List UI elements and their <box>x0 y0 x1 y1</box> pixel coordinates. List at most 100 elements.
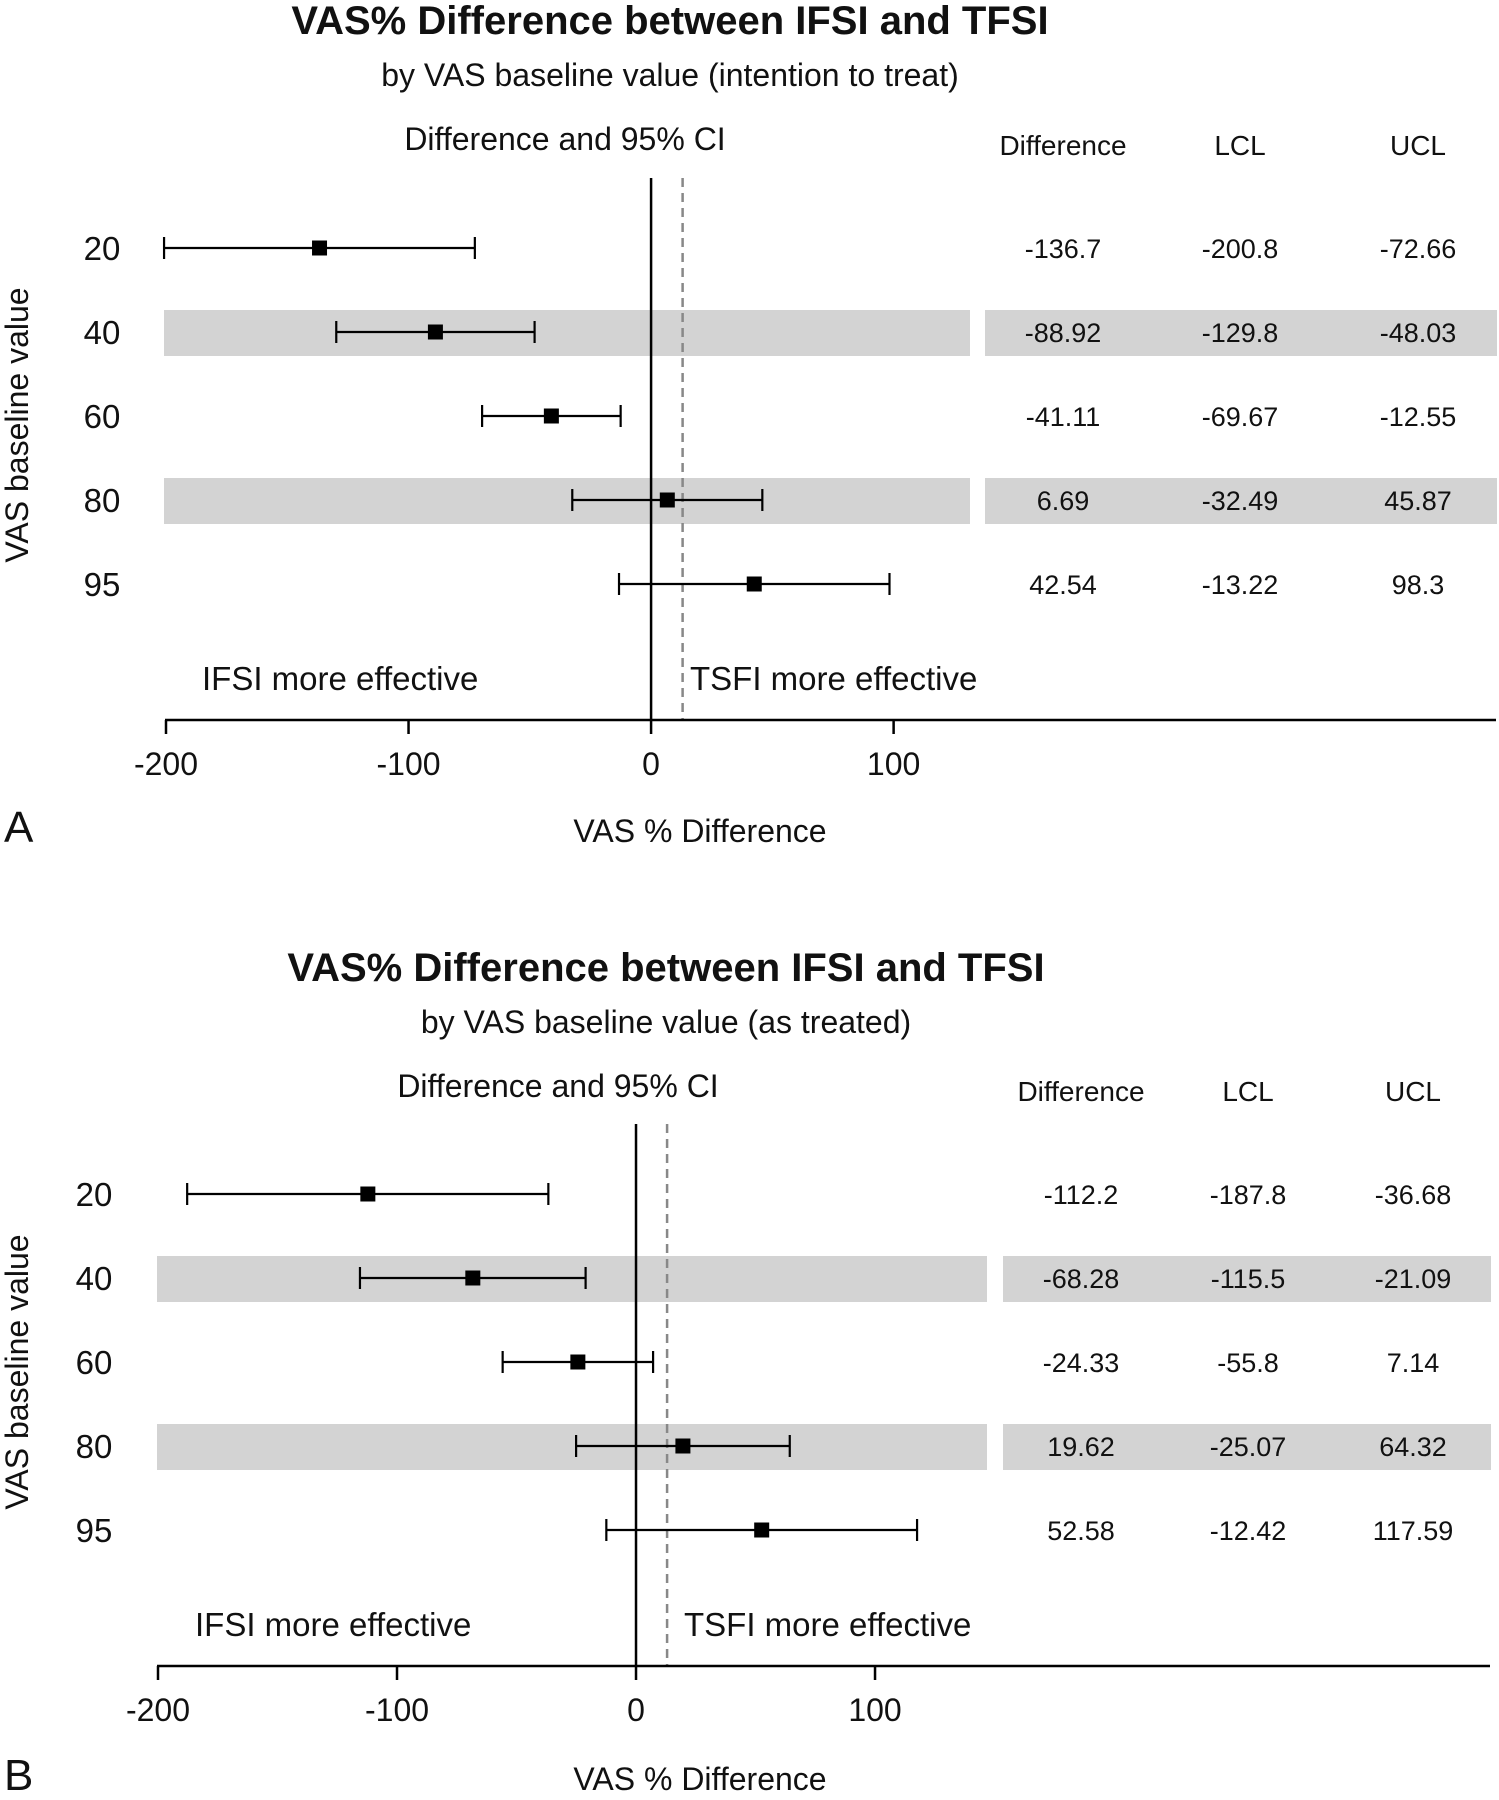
category-label-95: 95 <box>76 1512 113 1549</box>
row-band-plot-40 <box>164 310 970 356</box>
table-cell-ucl-95: 98.3 <box>1392 570 1445 600</box>
table-cell-lcl-20: -187.8 <box>1210 1180 1287 1210</box>
table-cell-ucl-60: -12.55 <box>1380 402 1457 432</box>
row-bands <box>164 310 1497 524</box>
plot-header: Difference and 95% CI <box>397 1068 718 1104</box>
column-header-ucl: UCL <box>1390 130 1446 161</box>
table-cell-ucl-40: -48.03 <box>1380 318 1457 348</box>
chart-title: VAS% Difference between IFSI and TFSI <box>291 0 1048 43</box>
x-axis: -200 -100 0 100 <box>126 1664 1490 1728</box>
x-tick-label-100: 100 <box>848 1692 901 1728</box>
data-marks <box>162 237 891 595</box>
table-cell-difference-20: -112.2 <box>1044 1180 1119 1210</box>
table-cell-difference-80: 6.69 <box>1037 486 1090 516</box>
right-annotation: TSFI more effective <box>684 1606 971 1643</box>
point-estimate-95 <box>746 576 762 592</box>
row-band-table-80 <box>1003 1424 1491 1470</box>
table-cell-difference-60: -24.33 <box>1043 1348 1120 1378</box>
table-cell-lcl-60: -69.67 <box>1202 402 1279 432</box>
category-label-60: 60 <box>84 398 121 435</box>
x-tick-label-0: 0 <box>642 746 660 782</box>
chart-subtitle: by VAS baseline value (intention to trea… <box>381 57 959 93</box>
panel-b: VAS% Difference between IFSI and TFSI by… <box>0 946 1491 1800</box>
point-estimate-40 <box>465 1270 481 1286</box>
panel-label-a: A <box>4 803 34 852</box>
category-label-40: 40 <box>76 1260 113 1297</box>
chart-subtitle: by VAS baseline value (as treated) <box>421 1004 911 1040</box>
table-cell-ucl-40: -21.09 <box>1375 1264 1452 1294</box>
table-cell-ucl-80: 45.87 <box>1384 486 1452 516</box>
data-marks <box>186 1183 919 1541</box>
x-tick-label--100: -100 <box>365 1692 429 1728</box>
column-header-difference: Difference <box>1017 1076 1144 1107</box>
point-estimate-20 <box>312 240 328 256</box>
point-estimate-80 <box>675 1438 691 1454</box>
table-cell-ucl-20: -36.68 <box>1375 1180 1452 1210</box>
reference-lines <box>649 178 684 720</box>
chart-title: VAS% Difference between IFSI and TFSI <box>287 946 1044 990</box>
point-estimate-60 <box>543 408 559 424</box>
x-tick-label--200: -200 <box>126 1692 190 1728</box>
table-cell-ucl-60: 7.14 <box>1387 1348 1440 1378</box>
y-axis-label: VAS baseline value <box>0 1234 35 1509</box>
row-band-table-80 <box>985 478 1497 524</box>
table-cell-difference-20: -136.7 <box>1025 234 1102 264</box>
column-header-ucl: UCL <box>1385 1076 1441 1107</box>
point-estimate-20 <box>360 1186 376 1202</box>
table-cell-difference-80: 19.62 <box>1047 1432 1115 1462</box>
table-cell-difference-95: 52.58 <box>1047 1516 1115 1546</box>
x-tick-label--100: -100 <box>377 746 441 782</box>
category-label-80: 80 <box>84 482 121 519</box>
panel-a: VAS% Difference between IFSI and TFSI by… <box>0 0 1497 852</box>
table-cell-lcl-40: -115.5 <box>1211 1264 1286 1294</box>
category-label-20: 20 <box>84 230 121 267</box>
table-cell-ucl-95: 117.59 <box>1373 1516 1454 1546</box>
x-tick-label-100: 100 <box>867 746 920 782</box>
x-axis-label: VAS % Difference <box>573 813 826 849</box>
point-estimate-80 <box>659 492 675 508</box>
table-cell-lcl-80: -32.49 <box>1202 486 1279 516</box>
left-annotation: IFSI more effective <box>195 1606 471 1643</box>
table-cell-ucl-80: 64.32 <box>1379 1432 1447 1462</box>
column-header-lcl: LCL <box>1222 1076 1273 1107</box>
point-estimate-95 <box>754 1522 770 1538</box>
table-cell-difference-60: -41.11 <box>1026 402 1101 432</box>
panel-label-b: B <box>4 1751 33 1800</box>
column-header-difference: Difference <box>999 130 1126 161</box>
point-estimate-60 <box>570 1354 586 1370</box>
table-cell-lcl-20: -200.8 <box>1202 234 1279 264</box>
row-band-plot-80 <box>157 1424 987 1470</box>
table-cells: -136.7 -200.8 -72.66 -88.92 -129.8 -48.03 -41.… <box>1025 234 1457 600</box>
table-cell-lcl-40: -129.8 <box>1202 318 1279 348</box>
column-header-lcl: LCL <box>1214 130 1265 161</box>
left-annotation: IFSI more effective <box>202 660 478 697</box>
right-annotation: TSFI more effective <box>690 660 977 697</box>
table-cell-difference-95: 42.54 <box>1029 570 1097 600</box>
category-label-95: 95 <box>84 566 121 603</box>
y-axis-label: VAS baseline value <box>0 287 35 562</box>
x-axis-label: VAS % Difference <box>573 1761 826 1797</box>
table-cell-ucl-20: -72.66 <box>1380 234 1457 264</box>
row-band-plot-80 <box>164 478 970 524</box>
table-cell-lcl-95: -12.42 <box>1210 1516 1287 1546</box>
category-label-20: 20 <box>76 1176 113 1213</box>
x-tick-label-0: 0 <box>627 1692 645 1728</box>
table-cell-lcl-80: -25.07 <box>1210 1432 1287 1462</box>
reference-lines <box>634 1124 669 1666</box>
point-estimate-40 <box>427 324 443 340</box>
table-cells: -112.2 -187.8 -36.68 -68.28 -115.5 -21.09 -24.… <box>1043 1180 1454 1546</box>
row-band-table-40 <box>1003 1256 1491 1302</box>
table-cell-difference-40: -68.28 <box>1043 1264 1120 1294</box>
row-bands <box>157 1256 1491 1470</box>
table-cell-lcl-60: -55.8 <box>1217 1348 1279 1378</box>
row-band-table-40 <box>985 310 1497 356</box>
category-label-60: 60 <box>76 1344 113 1381</box>
x-axis: -200 -100 0 100 <box>134 718 1496 782</box>
table-cell-difference-40: -88.92 <box>1025 318 1102 348</box>
x-tick-label--200: -200 <box>134 746 198 782</box>
category-label-40: 40 <box>84 314 121 351</box>
table-cell-lcl-95: -13.22 <box>1202 570 1279 600</box>
category-labels: 20 40 60 80 95 <box>76 1176 113 1549</box>
plot-header: Difference and 95% CI <box>404 121 725 157</box>
